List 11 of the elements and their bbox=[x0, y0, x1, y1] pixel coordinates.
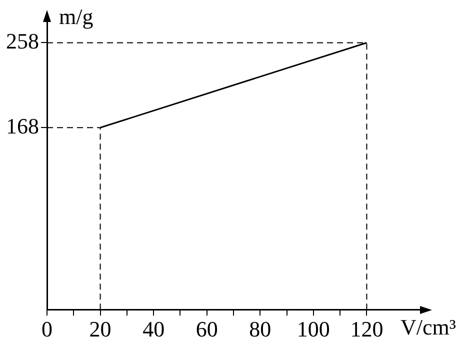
x-tick-label: 0 bbox=[42, 316, 52, 342]
x-tick-label: 60 bbox=[196, 316, 218, 342]
x-tick-label: 120 bbox=[350, 316, 384, 342]
x-tick-label: 100 bbox=[296, 316, 330, 342]
y-axis-title: m/g bbox=[59, 4, 94, 29]
y-tick-label: 168 bbox=[6, 113, 39, 138]
y-tick-label: 258 bbox=[6, 28, 39, 54]
x-tick-label: 40 bbox=[142, 316, 165, 342]
x-axis-title: V/cm³ bbox=[400, 314, 456, 340]
x-tick-label: 80 bbox=[249, 316, 272, 342]
x-tick-label: 20 bbox=[89, 316, 112, 342]
